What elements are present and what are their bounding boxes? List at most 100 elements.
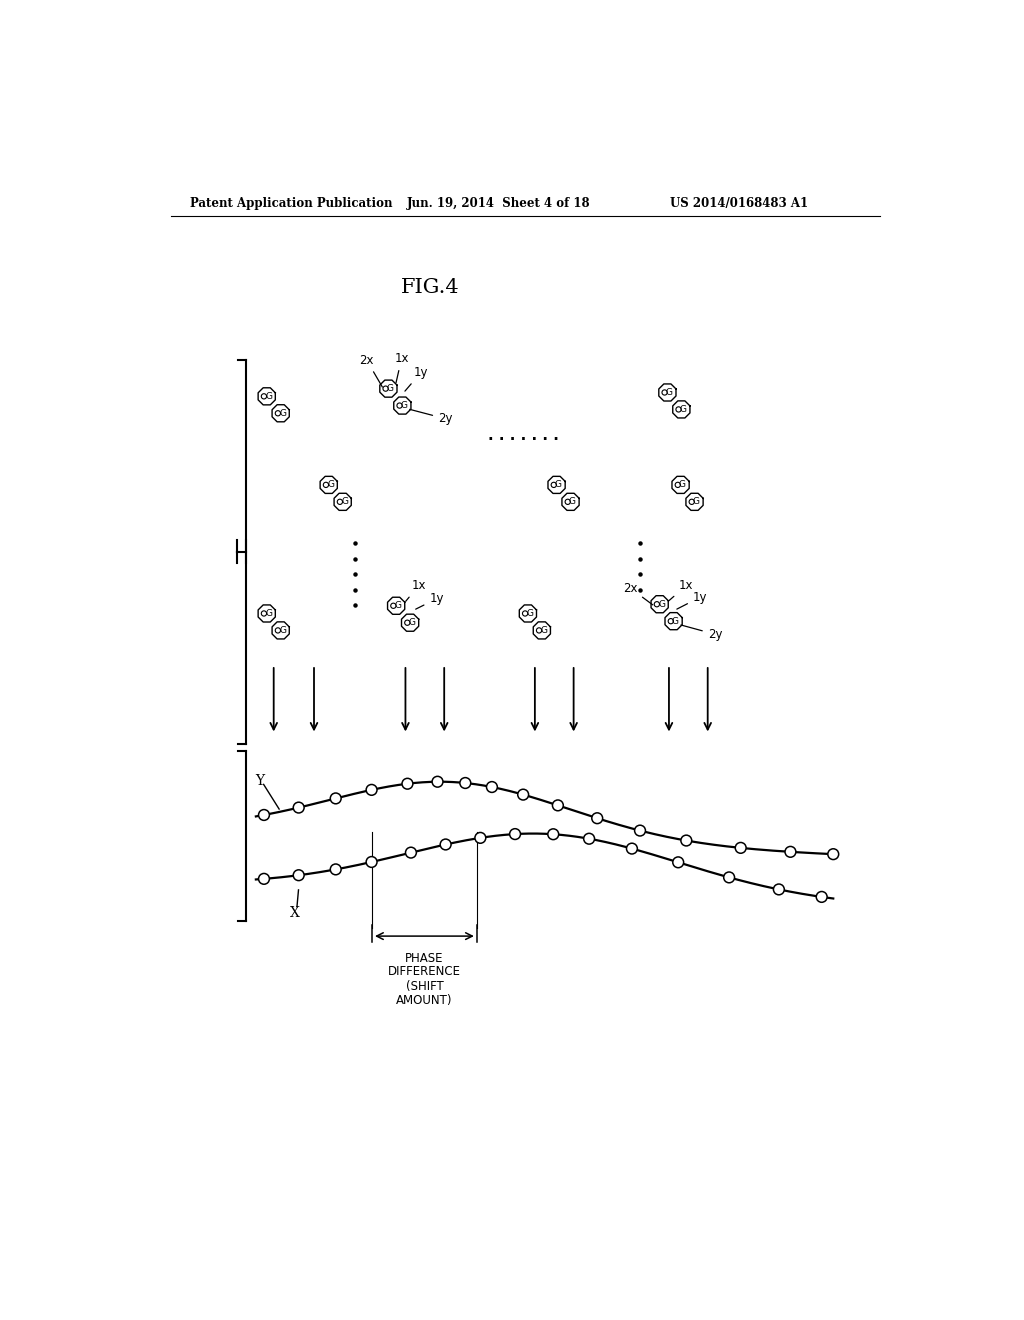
Circle shape <box>548 829 559 840</box>
Circle shape <box>816 891 827 903</box>
Circle shape <box>654 602 659 607</box>
Circle shape <box>689 499 694 504</box>
Text: G: G <box>409 618 416 627</box>
Text: (SHIFT: (SHIFT <box>406 979 443 993</box>
Text: G: G <box>693 498 699 507</box>
Circle shape <box>475 833 485 843</box>
Polygon shape <box>272 622 289 639</box>
Text: 1x: 1x <box>406 579 426 602</box>
Text: 2x: 2x <box>623 582 652 605</box>
Circle shape <box>331 865 341 875</box>
Polygon shape <box>321 477 337 494</box>
Circle shape <box>367 857 377 867</box>
Circle shape <box>324 482 329 487</box>
Text: G: G <box>526 609 534 618</box>
Text: 2x: 2x <box>359 354 382 387</box>
Circle shape <box>627 843 637 854</box>
Circle shape <box>432 776 443 787</box>
Text: G: G <box>680 405 687 414</box>
Circle shape <box>440 840 451 850</box>
Polygon shape <box>394 397 411 414</box>
Circle shape <box>724 873 734 883</box>
Circle shape <box>367 784 377 795</box>
Circle shape <box>397 403 402 408</box>
Text: G: G <box>279 409 286 417</box>
Circle shape <box>676 407 681 412</box>
Text: G: G <box>555 480 562 490</box>
Circle shape <box>785 846 796 857</box>
Circle shape <box>673 857 684 867</box>
Circle shape <box>537 628 542 634</box>
Text: G: G <box>658 599 665 609</box>
Polygon shape <box>534 622 551 639</box>
Text: 1y: 1y <box>416 593 443 609</box>
Circle shape <box>293 870 304 880</box>
Circle shape <box>635 825 645 836</box>
Text: FIG.4: FIG.4 <box>401 279 460 297</box>
Text: G: G <box>327 480 334 490</box>
Circle shape <box>675 482 680 487</box>
Text: G: G <box>666 388 673 397</box>
Polygon shape <box>258 388 275 405</box>
Polygon shape <box>562 494 580 511</box>
Polygon shape <box>672 477 689 494</box>
Text: Y: Y <box>255 774 264 788</box>
Circle shape <box>773 884 784 895</box>
Text: G: G <box>265 392 272 401</box>
Circle shape <box>662 389 668 395</box>
Polygon shape <box>651 595 669 612</box>
Polygon shape <box>686 494 703 511</box>
Polygon shape <box>548 477 565 494</box>
Circle shape <box>258 809 269 820</box>
Text: DIFFERENCE: DIFFERENCE <box>388 965 461 978</box>
Text: G: G <box>541 626 547 635</box>
Circle shape <box>293 803 304 813</box>
Polygon shape <box>665 612 682 630</box>
Polygon shape <box>272 405 289 422</box>
Text: 2y: 2y <box>681 624 722 640</box>
Text: G: G <box>400 401 408 411</box>
Text: AMOUNT): AMOUNT) <box>396 994 453 1007</box>
Polygon shape <box>380 380 397 397</box>
Circle shape <box>552 800 563 810</box>
Polygon shape <box>673 401 690 418</box>
Circle shape <box>522 611 527 616</box>
Circle shape <box>275 628 281 634</box>
Circle shape <box>669 619 674 624</box>
Circle shape <box>827 849 839 859</box>
Circle shape <box>402 779 413 789</box>
Circle shape <box>551 482 556 487</box>
Circle shape <box>460 777 471 788</box>
Text: 1x: 1x <box>394 352 409 383</box>
Text: Patent Application Publication: Patent Application Publication <box>190 197 392 210</box>
Circle shape <box>391 603 396 609</box>
Circle shape <box>406 847 417 858</box>
Circle shape <box>258 874 269 884</box>
Text: G: G <box>387 384 394 393</box>
Circle shape <box>383 385 388 391</box>
Circle shape <box>518 789 528 800</box>
Circle shape <box>592 813 603 824</box>
Text: G: G <box>394 602 401 610</box>
Circle shape <box>735 842 746 853</box>
Text: 1x: 1x <box>669 579 693 601</box>
Circle shape <box>275 411 281 416</box>
Circle shape <box>565 499 570 504</box>
Text: US 2014/0168483 A1: US 2014/0168483 A1 <box>671 197 809 210</box>
Polygon shape <box>334 494 351 511</box>
Text: Jun. 19, 2014  Sheet 4 of 18: Jun. 19, 2014 Sheet 4 of 18 <box>407 197 591 210</box>
Circle shape <box>261 611 266 616</box>
Circle shape <box>261 393 266 399</box>
Text: 2y: 2y <box>410 409 453 425</box>
Text: . . . . . . .: . . . . . . . <box>487 428 559 444</box>
Text: G: G <box>672 616 679 626</box>
Text: G: G <box>265 609 272 618</box>
Polygon shape <box>519 605 537 622</box>
Text: X: X <box>290 906 300 920</box>
Text: G: G <box>279 626 286 635</box>
Circle shape <box>331 793 341 804</box>
Text: G: G <box>341 498 348 507</box>
Polygon shape <box>258 605 275 622</box>
Circle shape <box>337 499 342 504</box>
Circle shape <box>510 829 520 840</box>
